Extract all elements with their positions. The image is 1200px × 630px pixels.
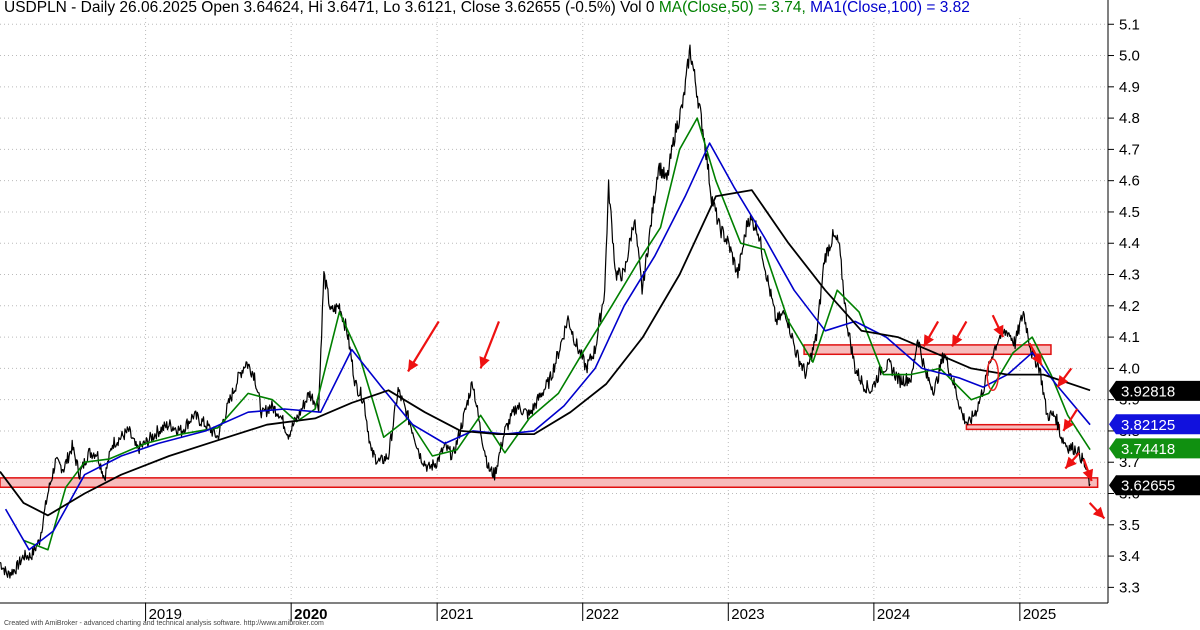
instrument-summary: USDPLN - Daily 26.06.2025 Open 3.64624, … (4, 0, 655, 16)
value-label-box (1109, 438, 1200, 459)
x-tick-label: 2024 (877, 606, 910, 623)
series-lines (0, 44, 1091, 579)
x-tick-label: 2023 (731, 606, 764, 623)
value-labels: 3.92818 3.82125 3.74418 3.62655 (1109, 380, 1200, 496)
red-arrow (1028, 342, 1043, 366)
red-arrow (479, 321, 500, 369)
arrow-head (952, 334, 963, 347)
arrow-head (479, 356, 490, 369)
y-tick-label: 4.2 (1119, 298, 1140, 315)
arrow-head (408, 359, 419, 372)
value-label-text: 3.92818 (1121, 383, 1175, 400)
arrow-head (1082, 468, 1094, 481)
arrow-head (993, 324, 1004, 338)
x-tick-label: 2020 (294, 606, 327, 623)
arrow-head (923, 334, 934, 347)
value-label-text: 3.62655 (1121, 478, 1175, 495)
red-arrow (407, 320, 440, 373)
arrow-head (1065, 456, 1077, 469)
red-arrow (922, 320, 940, 348)
y-tick-label: 3.7 (1119, 454, 1140, 471)
grid (0, 18, 1108, 603)
ma100-legend: MA1(Close,100) = 3.82 (810, 0, 970, 16)
support-zone (965, 423, 1061, 431)
y-tick-label: 5.0 (1119, 48, 1140, 65)
highlight-ellipse (986, 358, 1000, 392)
value-label-box (1109, 380, 1200, 401)
value-label: 3.92818 (1109, 380, 1200, 401)
x-tick-label: 2021 (440, 606, 473, 623)
value-label-box (1109, 414, 1200, 435)
y-tick-label: 4.3 (1119, 267, 1140, 284)
y-tick-label: 3.4 (1119, 548, 1140, 565)
footer-credit: Created with AmiBroker - advanced charti… (4, 620, 324, 627)
red-arrow (991, 314, 1005, 338)
axes: 3.33.43.53.63.73.83.94.04.14.24.34.44.54… (0, 0, 1140, 623)
y-tick-label: 4.0 (1119, 360, 1140, 377)
y-tick-label: 3.3 (1119, 579, 1140, 596)
value-label-box (1109, 475, 1200, 496)
support-zones (0, 344, 1099, 489)
y-tick-label: 4.8 (1119, 110, 1140, 127)
arrow-head (1057, 375, 1069, 388)
support-zone (0, 477, 1099, 489)
ma50-legend: MA(Close,50) = 3.74, (658, 0, 806, 16)
price-line (0, 44, 1091, 579)
y-tick-label: 4.5 (1119, 204, 1140, 221)
value-label: 3.62655 (1109, 475, 1200, 496)
red-arrow (1064, 452, 1081, 470)
y-tick-label: 3.5 (1119, 517, 1140, 534)
y-tick-label: 4.4 (1119, 235, 1140, 252)
y-tick-label: 4.7 (1119, 141, 1140, 158)
annotations (407, 314, 1106, 520)
value-label: 3.82125 (1109, 414, 1200, 435)
value-label: 3.74418 (1109, 438, 1200, 459)
value-label-text: 3.74418 (1121, 441, 1175, 458)
x-tick-label: 2025 (1023, 606, 1056, 623)
red-arrow (1062, 408, 1079, 432)
red-arrow (951, 320, 968, 348)
y-tick-label: 4.9 (1119, 79, 1140, 96)
y-tick-label: 4.1 (1119, 329, 1140, 346)
value-label-text: 3.82125 (1121, 417, 1175, 434)
red-arrow (1056, 367, 1073, 388)
red-arrow (1082, 458, 1094, 482)
ma200-line (0, 189, 1091, 517)
ma100-line (4, 142, 1091, 551)
x-tick-label: 2022 (586, 606, 619, 623)
arrow-head (1063, 418, 1074, 431)
x-tick-label: 2019 (149, 606, 182, 623)
y-tick-label: 5.1 (1119, 16, 1140, 33)
arrow-head (1031, 352, 1042, 366)
red-arrow (1088, 502, 1106, 520)
arrow-head (1092, 506, 1105, 519)
chart-title: USDPLN - Daily 26.06.2025 Open 3.64624, … (4, 0, 1108, 17)
y-tick-label: 4.6 (1119, 173, 1140, 190)
